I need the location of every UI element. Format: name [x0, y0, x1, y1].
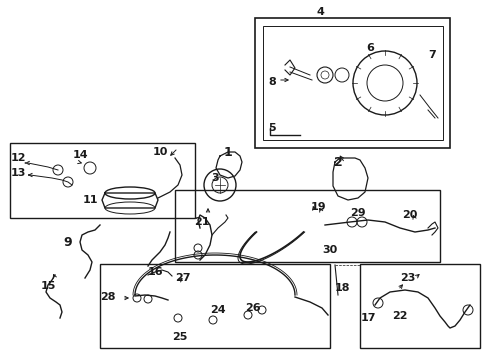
Bar [100, 264, 330, 348]
Text: 29: 29 [350, 208, 366, 218]
Text: 18: 18 [334, 283, 350, 293]
Text: 3: 3 [211, 173, 219, 183]
Text: 8: 8 [268, 77, 276, 87]
Text: 26: 26 [245, 303, 261, 313]
Text: 10: 10 [152, 147, 168, 157]
Text: 19: 19 [310, 202, 326, 212]
Text: 12: 12 [10, 153, 26, 163]
Text: 7: 7 [428, 50, 436, 60]
Text: 21: 21 [194, 217, 210, 227]
Text: 15: 15 [40, 281, 56, 291]
Text: 2: 2 [334, 156, 343, 168]
Text: 13: 13 [10, 168, 25, 178]
Text: 5: 5 [268, 123, 276, 133]
Text: 22: 22 [392, 311, 408, 321]
Text: 17: 17 [360, 313, 376, 323]
Text: 28: 28 [100, 292, 116, 302]
Text: 30: 30 [322, 245, 338, 255]
Text: 24: 24 [210, 305, 226, 315]
Bar [263, 26, 443, 140]
Text: 23: 23 [400, 273, 416, 283]
Bar [360, 264, 480, 348]
Bar [10, 143, 195, 218]
Bar [255, 18, 450, 148]
Text: 9: 9 [64, 235, 73, 248]
Text: 16: 16 [147, 267, 163, 277]
Text: 4: 4 [316, 7, 324, 17]
Text: 1: 1 [223, 147, 232, 159]
Text: 27: 27 [175, 273, 191, 283]
Text: 14: 14 [72, 150, 88, 160]
Text: 6: 6 [366, 43, 374, 53]
Text: 25: 25 [172, 332, 188, 342]
Text: 11: 11 [82, 195, 98, 205]
Bar [175, 190, 440, 262]
Text: 20: 20 [402, 210, 417, 220]
